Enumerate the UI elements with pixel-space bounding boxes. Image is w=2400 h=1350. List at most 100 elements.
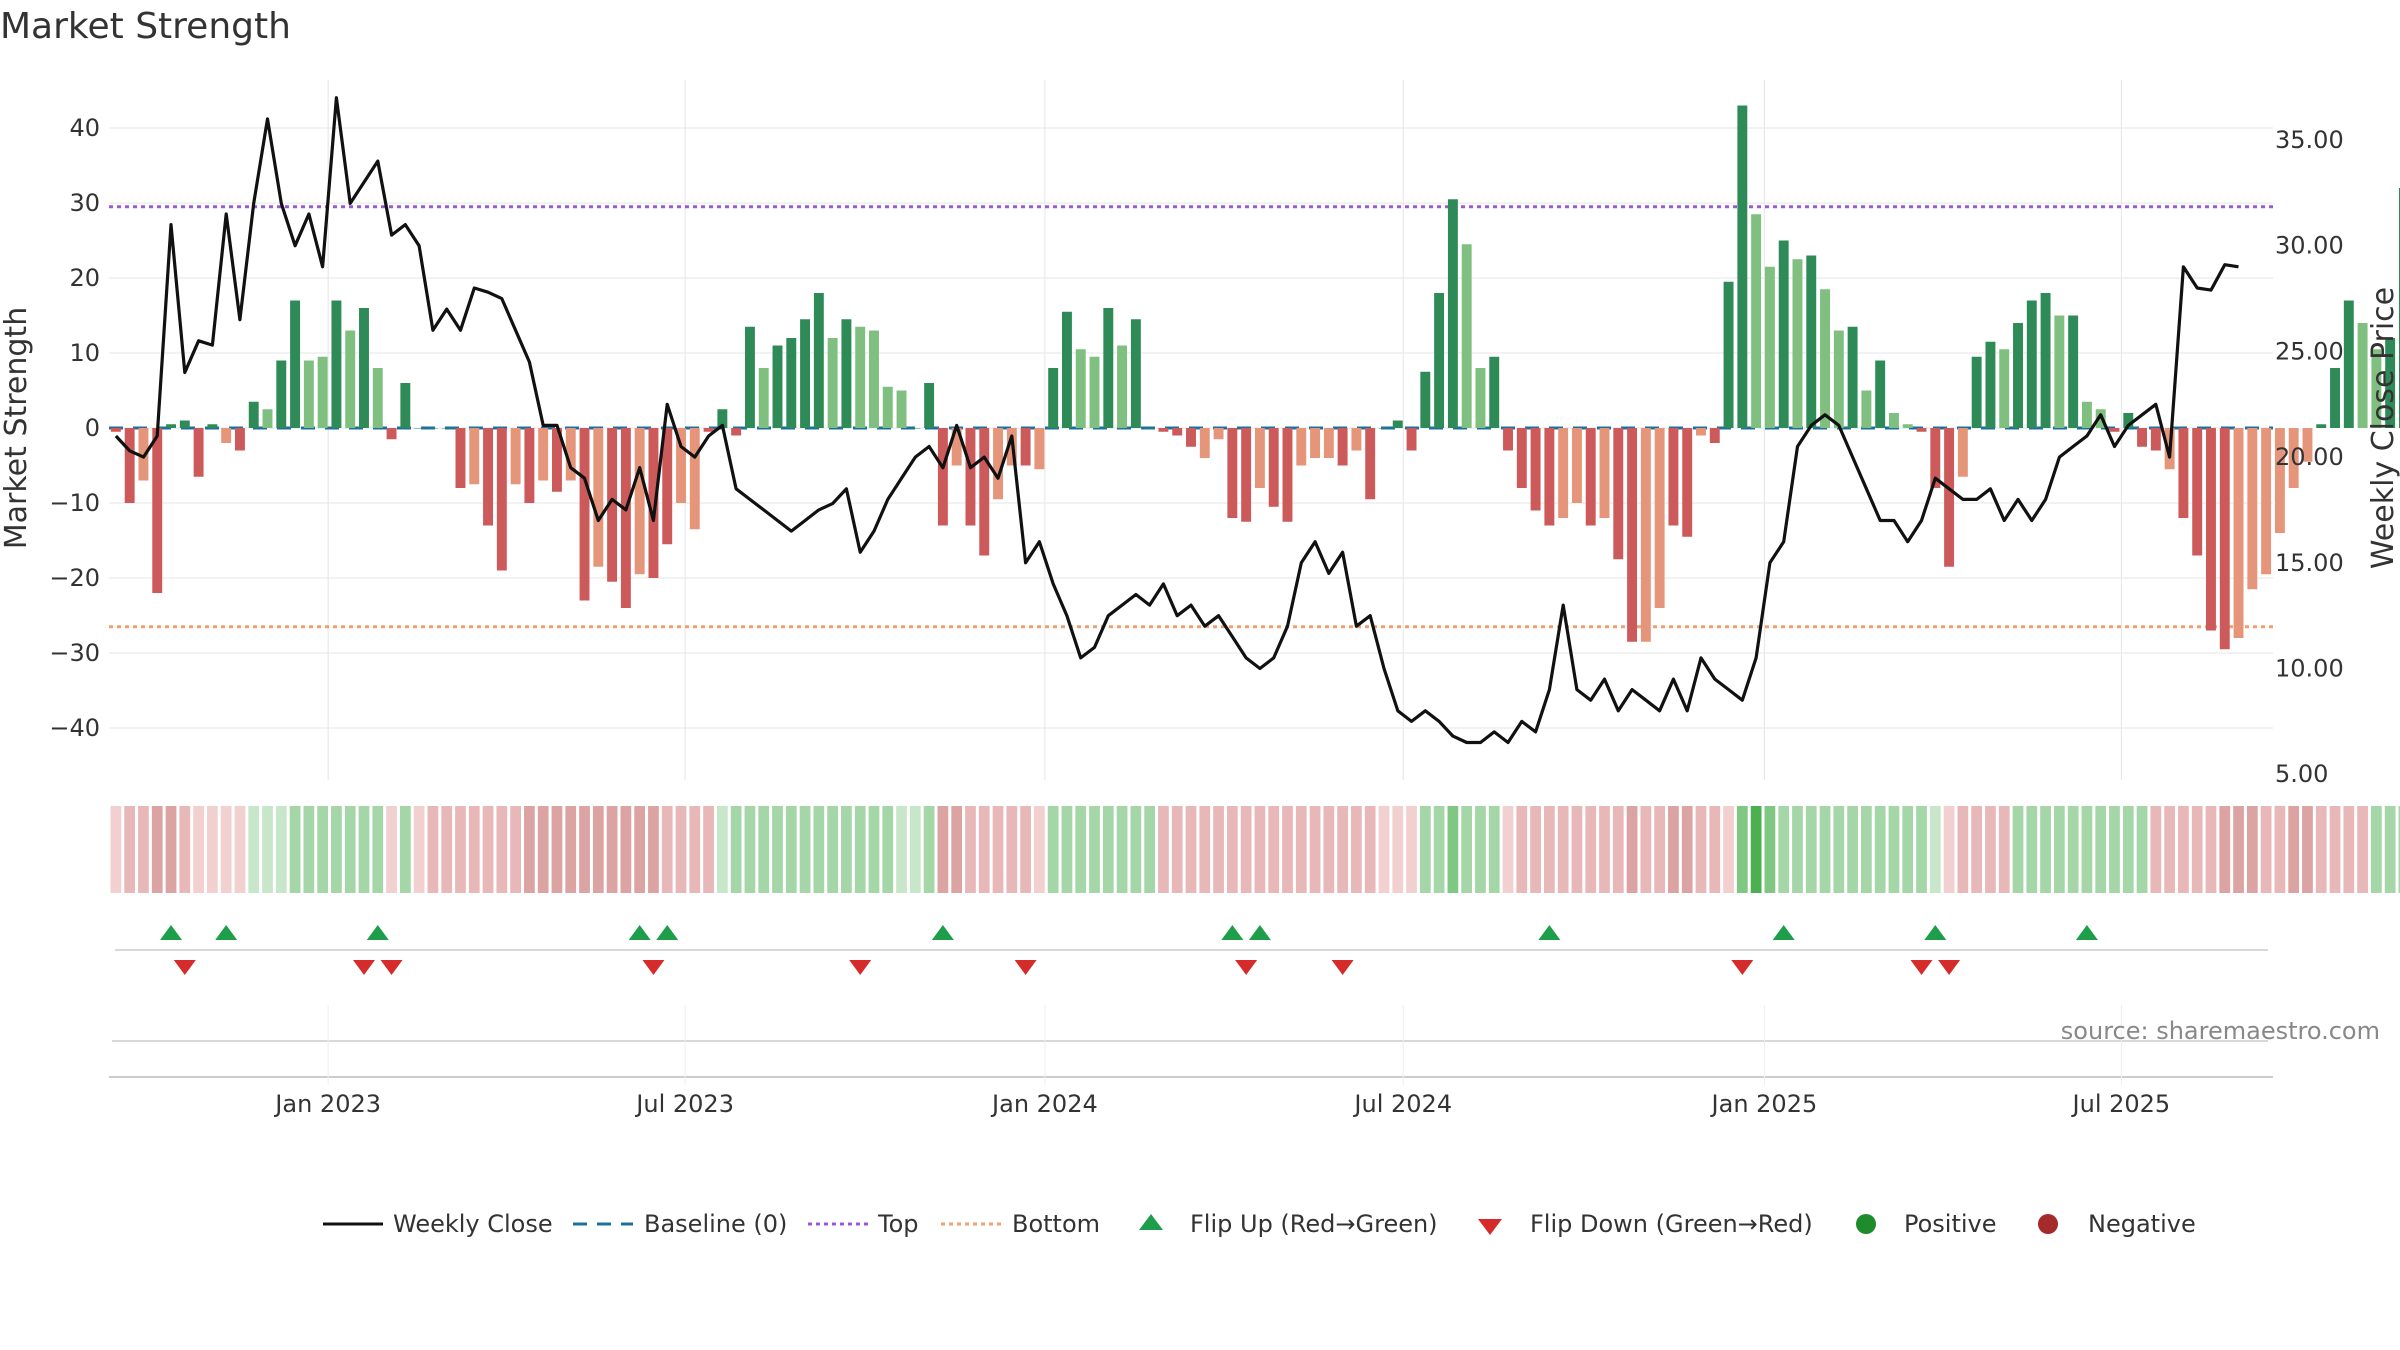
regime-cell	[2191, 806, 2203, 893]
strength-bar	[2219, 428, 2230, 650]
strength-bar	[1199, 428, 1210, 458]
regime-cell	[1419, 806, 1431, 893]
regime-cell	[275, 806, 287, 893]
regime-cell	[1075, 806, 1087, 893]
regime-cell	[1557, 806, 1569, 893]
regime-cell	[1778, 806, 1790, 893]
strength-bar	[910, 428, 921, 429]
strength-bar	[1723, 281, 1734, 428]
left-y-tick-label: 10	[69, 339, 100, 367]
strength-bar	[2316, 424, 2327, 428]
flip-down-marker	[1731, 960, 1754, 975]
regime-cell	[978, 806, 990, 893]
right-axis-label: Weekly Close Price	[2366, 287, 2400, 569]
strength-bar	[2109, 428, 2120, 432]
strength-bar	[372, 368, 383, 428]
strength-bar	[1034, 428, 1045, 470]
flip-down-marker	[1331, 960, 1354, 975]
regime-cell	[234, 806, 246, 893]
regime-cell	[1723, 806, 1734, 893]
strength-bar	[1103, 308, 1114, 428]
strength-bar	[1668, 428, 1679, 526]
regime-cell	[703, 806, 714, 893]
regime-cell	[165, 806, 177, 893]
strength-bar	[993, 428, 1003, 500]
flip-up-marker	[160, 925, 183, 940]
strength-bar	[593, 428, 604, 567]
regime-cell	[2384, 806, 2396, 893]
regime-cell	[1695, 806, 1707, 893]
strength-bar	[2261, 428, 2272, 575]
regime-cell	[813, 806, 825, 893]
regime-cell	[179, 806, 191, 893]
regime-cell	[1530, 806, 1541, 893]
strength-bar	[1061, 311, 1072, 428]
regime-cell	[758, 806, 770, 893]
strength-bar	[1944, 428, 1955, 567]
regime-strip	[110, 806, 2400, 893]
strength-bar	[841, 319, 852, 428]
strength-bar	[565, 428, 576, 481]
strength-bar	[1406, 428, 1417, 451]
regime-cell	[1488, 806, 1500, 893]
regime-cell	[524, 806, 535, 893]
strength-bar	[1075, 349, 1086, 428]
strength-bar	[455, 428, 466, 488]
strength-bar	[1268, 428, 1279, 507]
right-y-tick-label: 35.00	[2275, 126, 2344, 154]
regime-cell	[592, 806, 604, 893]
regime-cell	[2150, 806, 2162, 893]
left-y-tick-label: 40	[69, 114, 100, 142]
regime-cell	[262, 806, 273, 893]
strength-bar	[2206, 428, 2216, 631]
strength-bar	[2150, 428, 2161, 451]
strength-bar	[1792, 259, 1803, 428]
regime-cell	[138, 806, 149, 893]
flip-up-marker	[656, 925, 679, 940]
regime-cell	[1282, 806, 1293, 893]
regime-cell	[2081, 806, 2093, 893]
regime-cell	[1764, 806, 1776, 893]
strength-bar	[152, 428, 163, 593]
regime-cell	[1888, 806, 1900, 893]
strength-bar	[124, 428, 135, 503]
flip-down-marker	[1235, 960, 1258, 975]
flip-up-marker	[628, 925, 651, 940]
regime-cell	[2205, 806, 2217, 893]
strength-bar	[2371, 349, 2382, 428]
strength-bar	[1682, 428, 1693, 537]
strength-bar	[1365, 428, 1376, 500]
regime-cell	[427, 806, 439, 893]
right-y-tick-label: 30.00	[2275, 232, 2344, 260]
regime-cell	[2398, 806, 2400, 893]
strength-bar	[400, 383, 411, 428]
strength-bar	[483, 428, 494, 526]
regime-cell	[2260, 806, 2272, 893]
strength-bar	[248, 401, 259, 428]
regime-cell	[358, 806, 370, 893]
strength-bar	[234, 428, 245, 451]
regime-cell	[2122, 806, 2134, 893]
left-y-tick-label: −10	[49, 489, 100, 517]
x-tick-label: Jan 2025	[1710, 1090, 1818, 1118]
regime-cell	[1585, 806, 1597, 893]
strength-bar	[717, 409, 728, 428]
regime-cell	[634, 806, 646, 893]
regime-cell	[689, 806, 701, 893]
regime-cell	[468, 806, 480, 893]
strength-bar	[538, 428, 549, 481]
regime-cell	[124, 806, 136, 893]
regime-cell	[151, 806, 163, 893]
regime-cell	[344, 806, 356, 893]
strength-bar	[1654, 428, 1665, 608]
regime-cell	[2136, 806, 2148, 893]
strength-bar	[1020, 428, 1031, 466]
regime-cell	[799, 806, 811, 893]
strength-bar	[2013, 323, 2023, 428]
strength-bar	[427, 428, 438, 429]
strength-bar	[2274, 428, 2285, 533]
regime-cell	[1985, 806, 1996, 893]
strength-bar	[303, 360, 314, 428]
strength-bar	[965, 428, 976, 526]
